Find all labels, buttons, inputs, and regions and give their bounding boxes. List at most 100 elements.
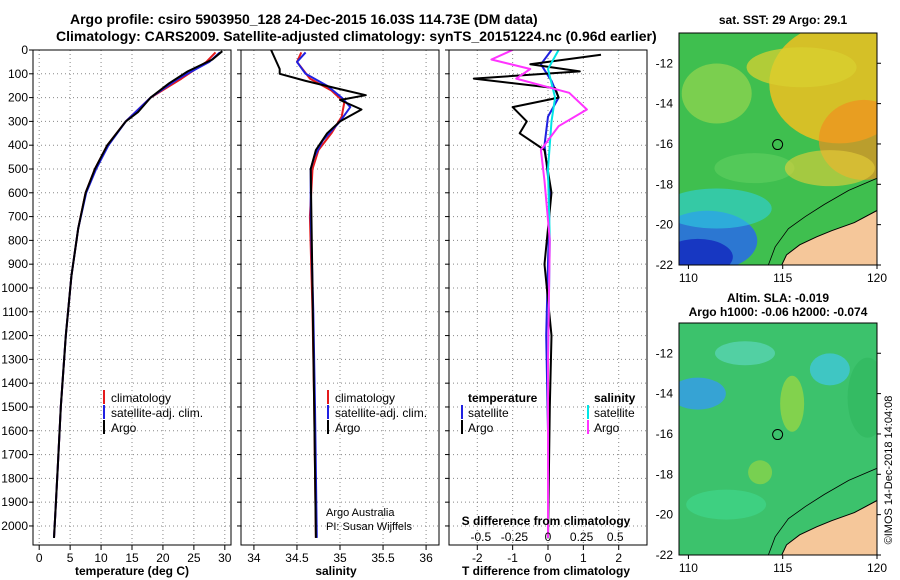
map-color-patch (714, 153, 795, 184)
sla-map-subtitle: Argo h1000: -0.06 h2000: -0.074 (689, 305, 868, 319)
legend-s-satellite-label: satellite (594, 406, 635, 420)
map-color-patch (847, 357, 877, 438)
legend-salinity-title: salinity (594, 391, 636, 405)
difference-legend: temperature satellite Argo salinity sate… (461, 391, 636, 435)
depth-tick-label: 200 (8, 91, 28, 105)
x-tick-label: 25 (187, 551, 201, 565)
salinity-ticks: 34 34.5 35 35.5 36 (237, 49, 433, 565)
temperature-xlabel: temperature (deg C) (75, 564, 189, 578)
x-tick-label: 5 (67, 551, 74, 565)
title-line-2: Climatology: CARS2009. Satellite-adjuste… (56, 28, 657, 44)
map-color-patch (679, 377, 726, 410)
depth-tick-label: 1600 (1, 424, 28, 438)
map-y-tick-label: -12 (656, 56, 674, 70)
temperature-grid (33, 49, 231, 545)
depth-tick-label: 500 (8, 162, 28, 176)
depth-tick-label: 1900 (1, 495, 28, 509)
temperature-legend: climatology satellite-adj. clim. Argo (103, 390, 203, 435)
sst-map-image (679, 33, 877, 265)
map-color-patch (748, 460, 773, 485)
depth-tick-label: 1200 (1, 329, 28, 343)
legend-satellite-label: satellite-adj. clim. (111, 406, 203, 420)
depth-tick-label: 600 (8, 186, 28, 200)
s-diff-tick-label: -0.25 (501, 530, 529, 544)
sst-map-panel: sat. SST: 29 Argo: 29.1 110 115 120 -12 -14 -… (656, 13, 888, 285)
x-tick-label: -1 (507, 551, 518, 565)
depth-tick-label: 1400 (1, 376, 28, 390)
map-color-patch (686, 489, 767, 520)
depth-tick-label: 1100 (2, 305, 28, 319)
map-y-tick-label: -14 (656, 387, 674, 401)
depth-tick-label: 100 (8, 67, 28, 81)
difference-xlabel: T difference from climatology (462, 564, 630, 578)
salinity-annotation-line2: PI: Susan Wijffels (326, 521, 412, 533)
map-x-tick-label: 115 (773, 271, 792, 285)
sal-legend-climatology-label: climatology (335, 391, 395, 405)
map-y-tick-label: -16 (656, 427, 674, 441)
series-line-satellite-adj-clim- (296, 51, 352, 538)
sla-map-image (679, 323, 877, 555)
x-tick-label: 35.5 (371, 551, 395, 565)
x-tick-label: 34 (247, 551, 261, 565)
salinity-legend: climatology satellite-adj. clim. Argo (327, 390, 427, 435)
s-diff-tick-label: 0.25 (570, 530, 594, 544)
map-color-patch (780, 375, 805, 432)
temperature-lines (53, 50, 223, 538)
x-tick-label: 35 (333, 551, 347, 565)
map-x-tick-label: 120 (867, 561, 887, 575)
sla-map-panel: Altim. SLA: -0.019 Argo h1000: -0.06 h20… (656, 291, 888, 575)
sla-map-frame (678, 322, 878, 556)
legend-t-satellite-label: satellite (468, 406, 509, 420)
argo-location-marker (772, 139, 784, 151)
sst-map-frame (678, 32, 878, 266)
x-tick-label: 15 (125, 551, 139, 565)
temperature-ticks: 0 5 10 15 20 25 30 (29, 49, 232, 565)
depth-tick-label: 300 (8, 114, 28, 128)
x-tick-label: 0 (545, 551, 552, 565)
map-y-tick-label: -18 (656, 467, 674, 481)
depth-tick-label: 1000 (1, 281, 28, 295)
x-tick-label: 1 (580, 551, 587, 565)
map-x-tick-label: 120 (867, 271, 887, 285)
salinity-xlabel: salinity (315, 564, 357, 578)
legend-temperature-title: temperature (468, 391, 538, 405)
map-color-patch (715, 341, 775, 366)
salinity-annotation-line1: Argo Australia (326, 507, 395, 519)
series-line-s-argo (490, 50, 588, 538)
depth-tick-label: 2000 (1, 519, 28, 533)
series-line-satellite-adj-clim- (53, 51, 221, 538)
difference-top-label: S difference from climatology (462, 514, 631, 528)
map-x-tick-label: 115 (773, 561, 792, 575)
series-line-climatology (53, 51, 217, 538)
shelf-contour (767, 177, 877, 265)
sla-map-ticks: 110 115 120 -12 -14 -16 -18 -20 -22 (656, 346, 888, 575)
sst-map-title: sat. SST: 29 Argo: 29.1 (719, 13, 848, 27)
s-diff-tick-label: 0 (545, 530, 552, 544)
legend-t-argo-label: Argo (468, 421, 494, 435)
map-y-tick-label: -20 (656, 508, 674, 522)
map-y-tick-label: -22 (656, 258, 674, 272)
map-x-tick-label: 110 (679, 271, 698, 285)
depth-tick-label: 900 (8, 257, 28, 271)
land-polygon (781, 499, 877, 555)
x-tick-label: 30 (218, 551, 232, 565)
map-color-patch (784, 150, 875, 187)
salinity-grid (241, 49, 439, 545)
difference-ticks: -2 -1 0 1 2 -0.5 -0.25 0 0.25 0.5 (445, 49, 624, 565)
depth-axis-ticks: 0 100 200 300 400 500 600 700 800 900 1000 1100 1200… (1, 43, 28, 533)
legend-climatology-label: climatology (111, 391, 171, 405)
map-y-tick-label: -18 (656, 177, 674, 191)
legend-argo-label: Argo (111, 421, 137, 435)
depth-tick-label: 700 (8, 210, 28, 224)
depth-tick-label: 800 (8, 233, 28, 247)
shelf-contour (767, 467, 877, 555)
land-polygon (781, 209, 877, 265)
sst-map-ticks: 110 115 120 -12 -14 -16 -18 -20 -22 (656, 56, 888, 285)
x-tick-label: 20 (156, 551, 170, 565)
title-line-1: Argo profile: csiro 5903950_128 24-Dec-2… (70, 11, 538, 27)
map-y-tick-label: -12 (656, 346, 674, 360)
sal-legend-argo-label: Argo (335, 421, 361, 435)
s-diff-tick-label: 0.5 (607, 530, 624, 544)
map-y-tick-label: -22 (656, 548, 674, 562)
